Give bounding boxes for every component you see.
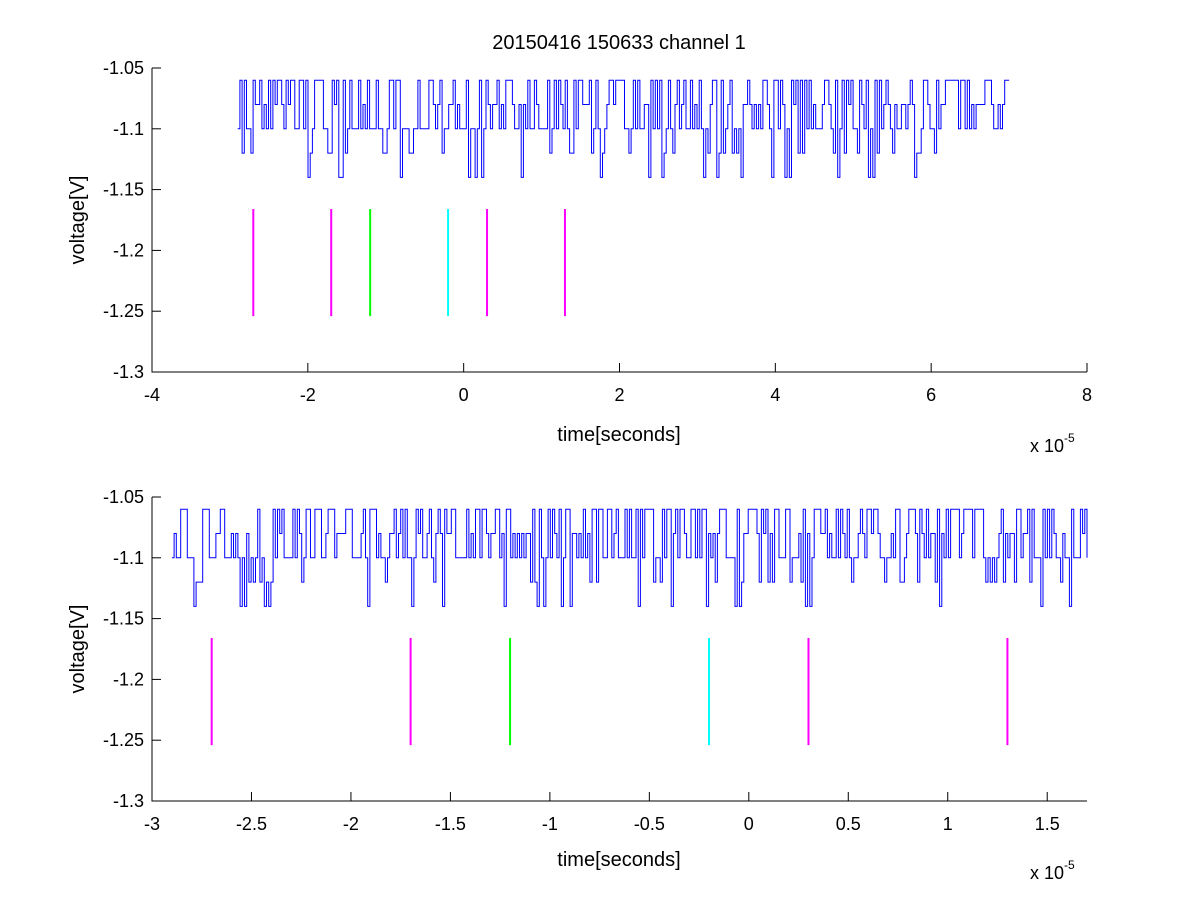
bottom-plot-x-multiplier-base: x 10 <box>1030 863 1064 883</box>
top-plot-y-tick-label: -1.05 <box>103 58 144 78</box>
top-plot-x-tick-label: 2 <box>614 385 624 405</box>
bottom-plot-y-tick-label: -1.05 <box>103 487 144 507</box>
bottom-plot-axes <box>151 497 1087 802</box>
bottom-plot-x-tick-label: -2 <box>343 814 359 834</box>
top-plot-x-tick-label: 4 <box>770 385 780 405</box>
top-plot-x-ticks: -4 -2 0 2 4 6 8 <box>144 363 1092 405</box>
bottom-plot-x-axis-label: time[seconds] <box>557 849 680 871</box>
top-plot-signal-line <box>237 79 1010 178</box>
bottom-plot-signal-group <box>171 508 1088 607</box>
bottom-plot-x-tick-label: 0.5 <box>836 814 861 834</box>
top-plot-markers <box>252 209 566 317</box>
top-plot-x-tick-label: 8 <box>1082 385 1092 405</box>
bottom-plot-x-multiplier-exponent: -5 <box>1064 858 1075 872</box>
bottom-plot-x-tick-label: -3 <box>144 814 160 834</box>
top-plot-y-tick-label: -1.2 <box>113 240 144 260</box>
bottom-plot-x-ticks: -3 -2.5 -2 -1.5 -1 -0.5 0 0.5 1 1.5 <box>144 792 1060 834</box>
top-plot-axes <box>151 68 1087 373</box>
bottom-plot-y-axis-label: voltage[V] <box>67 605 89 694</box>
bottom-plot-markers <box>210 638 1009 746</box>
bottom-plot-y-tick-label: -1.25 <box>103 730 144 750</box>
bottom-plot-x-tick-label: -1.5 <box>435 814 466 834</box>
bottom-plot-x-tick-label: 1 <box>943 814 953 834</box>
top-plot-x-multiplier-base: x 10 <box>1030 436 1064 456</box>
bottom-plot-y-tick-label: -1.1 <box>113 548 144 568</box>
top-plot-x-multiplier-exponent: -5 <box>1064 431 1075 445</box>
bottom-plot: -3 -2.5 -2 -1.5 -1 -0.5 0 0.5 1 1.5 -1.05 -1.1 -1.1… <box>67 487 1088 883</box>
top-plot-x-multiplier: x 10-5 <box>1030 431 1075 456</box>
bottom-plot-y-tick-label: -1.3 <box>113 791 144 811</box>
bottom-plot-y-ticks: -1.05 -1.1 -1.15 -1.2 -1.25 -1.3 <box>103 487 161 811</box>
top-plot-y-ticks: -1.05 -1.1 -1.15 -1.2 -1.25 -1.3 <box>103 58 161 382</box>
top-plot-x-tick-label: 0 <box>459 385 469 405</box>
top-plot: -4 -2 0 2 4 6 8 -1.05 -1.1 -1.15 -1.2 -1.25 -1.3 ti… <box>67 58 1092 456</box>
bottom-plot-y-tick-label: -1.15 <box>103 609 144 629</box>
bottom-plot-signal-line <box>171 508 1088 607</box>
top-plot-y-tick-label: -1.15 <box>103 180 144 200</box>
top-plot-signal-group <box>237 79 1010 178</box>
top-plot-y-tick-label: -1.1 <box>113 119 144 139</box>
top-plot-x-tick-label: -4 <box>144 385 160 405</box>
bottom-plot-x-tick-label: 0 <box>744 814 754 834</box>
top-plot-y-tick-label: -1.25 <box>103 301 144 321</box>
top-plot-x-tick-label: 6 <box>926 385 936 405</box>
top-plot-y-axis-label: voltage[V] <box>67 176 89 265</box>
bottom-plot-x-multiplier: x 10-5 <box>1030 858 1075 883</box>
bottom-plot-x-tick-label: 1.5 <box>1035 814 1060 834</box>
top-plot-y-tick-label: -1.3 <box>113 362 144 382</box>
bottom-plot-y-tick-label: -1.2 <box>113 669 144 689</box>
top-plot-x-axis-label: time[seconds] <box>557 424 680 446</box>
bottom-plot-x-tick-label: -2.5 <box>236 814 267 834</box>
top-plot-x-tick-label: -2 <box>300 385 316 405</box>
bottom-plot-x-tick-label: -0.5 <box>634 814 665 834</box>
figure-title: 20150416 150633 channel 1 <box>492 32 746 54</box>
bottom-plot-x-tick-label: -1 <box>542 814 558 834</box>
